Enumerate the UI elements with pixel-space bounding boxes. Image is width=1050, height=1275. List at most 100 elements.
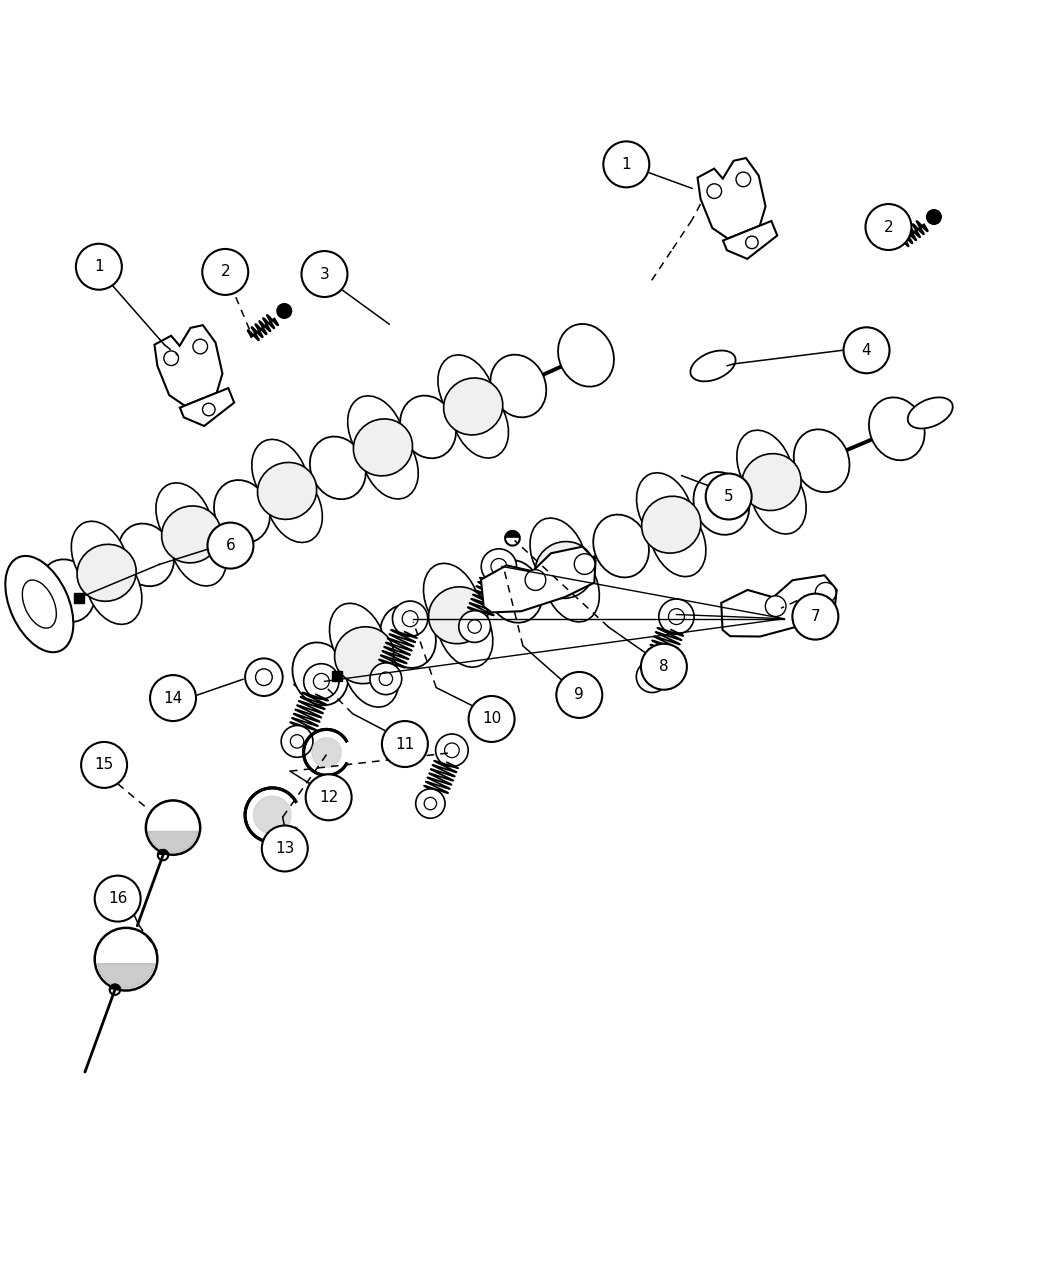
Text: 4: 4 xyxy=(862,343,872,358)
Circle shape xyxy=(164,351,179,366)
Ellipse shape xyxy=(257,463,317,519)
Circle shape xyxy=(865,204,911,250)
Text: 11: 11 xyxy=(395,737,415,751)
Ellipse shape xyxy=(428,586,488,644)
Circle shape xyxy=(255,669,272,686)
Ellipse shape xyxy=(155,483,212,555)
Ellipse shape xyxy=(530,518,586,590)
Ellipse shape xyxy=(343,635,399,708)
Circle shape xyxy=(646,669,659,683)
Circle shape xyxy=(669,608,685,625)
Ellipse shape xyxy=(214,479,270,543)
Text: 15: 15 xyxy=(94,757,113,773)
Ellipse shape xyxy=(693,472,750,534)
Polygon shape xyxy=(505,530,520,537)
Circle shape xyxy=(281,725,313,757)
Ellipse shape xyxy=(751,462,806,534)
Circle shape xyxy=(94,928,158,991)
Ellipse shape xyxy=(310,436,365,500)
Polygon shape xyxy=(110,984,120,989)
Circle shape xyxy=(370,663,402,695)
Circle shape xyxy=(444,743,459,757)
Circle shape xyxy=(303,664,339,699)
Circle shape xyxy=(436,734,468,766)
Ellipse shape xyxy=(544,550,600,622)
Polygon shape xyxy=(180,388,234,426)
Ellipse shape xyxy=(5,556,74,653)
Ellipse shape xyxy=(536,542,594,598)
Circle shape xyxy=(636,660,668,692)
Circle shape xyxy=(736,172,751,186)
Circle shape xyxy=(150,674,196,722)
Polygon shape xyxy=(481,547,595,612)
Circle shape xyxy=(765,595,786,617)
Text: 12: 12 xyxy=(319,789,338,805)
Ellipse shape xyxy=(354,419,413,476)
Circle shape xyxy=(707,184,721,199)
Ellipse shape xyxy=(636,473,692,544)
Text: 1: 1 xyxy=(94,259,104,274)
Text: 14: 14 xyxy=(164,691,183,705)
Text: 13: 13 xyxy=(275,842,294,856)
Text: 7: 7 xyxy=(811,609,820,623)
Circle shape xyxy=(843,328,889,374)
Text: 2: 2 xyxy=(220,264,230,279)
Circle shape xyxy=(640,644,687,690)
Circle shape xyxy=(393,601,427,636)
Ellipse shape xyxy=(453,386,508,458)
Polygon shape xyxy=(312,738,341,768)
Polygon shape xyxy=(723,221,777,259)
Ellipse shape xyxy=(170,514,227,586)
Ellipse shape xyxy=(266,470,322,542)
Circle shape xyxy=(402,611,418,626)
Text: 2: 2 xyxy=(884,219,894,235)
Polygon shape xyxy=(148,831,197,853)
Circle shape xyxy=(94,876,141,922)
Circle shape xyxy=(468,696,514,742)
Ellipse shape xyxy=(335,627,394,683)
Circle shape xyxy=(815,583,836,603)
Polygon shape xyxy=(332,671,342,681)
Circle shape xyxy=(313,673,330,690)
Polygon shape xyxy=(697,158,765,238)
Ellipse shape xyxy=(71,521,128,593)
Text: 6: 6 xyxy=(226,538,235,553)
Circle shape xyxy=(793,594,838,640)
Circle shape xyxy=(491,558,507,575)
Polygon shape xyxy=(74,593,84,603)
Ellipse shape xyxy=(737,430,793,502)
Ellipse shape xyxy=(908,398,952,428)
Ellipse shape xyxy=(691,351,736,381)
Circle shape xyxy=(291,734,303,748)
Circle shape xyxy=(556,672,603,718)
Ellipse shape xyxy=(380,606,436,668)
Circle shape xyxy=(481,548,517,584)
Ellipse shape xyxy=(252,440,308,511)
Text: 16: 16 xyxy=(108,891,127,907)
Ellipse shape xyxy=(438,354,495,427)
Ellipse shape xyxy=(650,505,706,576)
Ellipse shape xyxy=(642,496,700,553)
Ellipse shape xyxy=(558,324,614,386)
Circle shape xyxy=(382,722,427,768)
Ellipse shape xyxy=(162,506,220,562)
Circle shape xyxy=(746,236,758,249)
Circle shape xyxy=(525,570,546,590)
Circle shape xyxy=(301,251,348,297)
Circle shape xyxy=(459,611,490,643)
Ellipse shape xyxy=(77,544,136,602)
Circle shape xyxy=(574,553,595,575)
Circle shape xyxy=(277,303,292,319)
Circle shape xyxy=(146,801,201,854)
Ellipse shape xyxy=(423,564,480,635)
Ellipse shape xyxy=(490,354,546,417)
Ellipse shape xyxy=(443,377,503,435)
Ellipse shape xyxy=(39,560,96,622)
Circle shape xyxy=(706,473,752,519)
Text: 10: 10 xyxy=(482,711,501,727)
Circle shape xyxy=(245,658,282,696)
Ellipse shape xyxy=(118,524,174,586)
Circle shape xyxy=(468,620,481,634)
Circle shape xyxy=(604,142,649,187)
Circle shape xyxy=(424,797,437,810)
